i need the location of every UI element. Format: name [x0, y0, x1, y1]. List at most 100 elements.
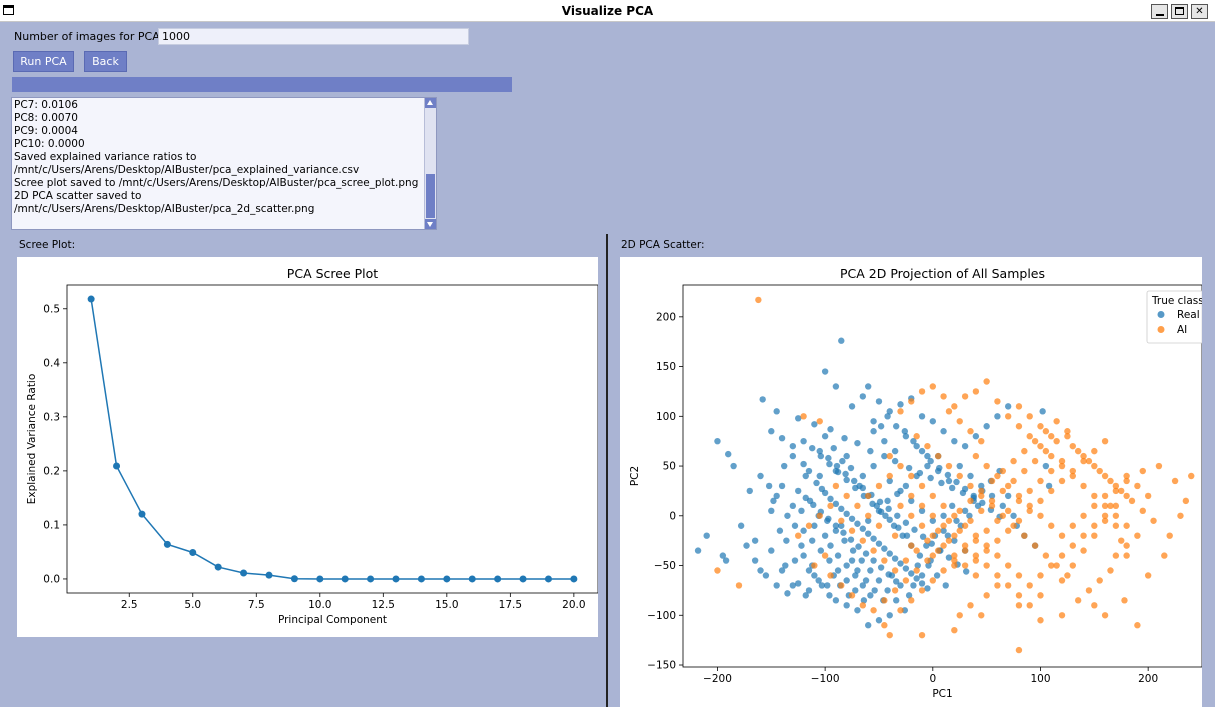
scatter-point-ai: [865, 492, 872, 500]
scatter-point-ai: [929, 552, 937, 559]
scatter-point-real: [770, 497, 777, 505]
scatter-point-real: [867, 592, 874, 599]
scatter-plot-panel: −200 −100 0 100 200 −150 −100 −50 0 50 100 150 200 PC…: [620, 257, 1202, 707]
scatter-point-ai: [891, 587, 899, 594]
scatter-point-ai: [1069, 522, 1076, 529]
scatter-point-real: [789, 452, 797, 460]
run-pca-button[interactable]: Run PCA: [13, 51, 74, 72]
scatter-point-real: [778, 434, 786, 442]
scatter-point-real: [821, 368, 829, 375]
minimize-button[interactable]: [1151, 4, 1168, 19]
scatter-point-ai: [972, 388, 980, 395]
scatter-point-real: [838, 337, 845, 344]
scatter-point-real: [916, 552, 924, 559]
y-tick-label: 0.1: [43, 519, 60, 531]
scatter-point-real: [913, 575, 920, 582]
scatter-point-real: [956, 462, 963, 470]
scatter-point-real: [994, 413, 1001, 420]
y-tick-label: 50: [663, 461, 676, 473]
scatter-point-ai: [951, 626, 958, 634]
scatter-point-ai: [983, 562, 990, 569]
scatter-point-ai: [951, 532, 958, 539]
scatter-point-ai: [1064, 428, 1071, 435]
log-textbox[interactable]: PC7: 0.0106 PC8: 0.0070 PC9: 0.0004 PC10: 0…: [11, 97, 437, 230]
scatter-point-real: [832, 383, 840, 390]
scatter-point-real: [892, 578, 900, 585]
scatter-point-real: [897, 401, 904, 408]
scatter-point-ai: [1080, 457, 1087, 465]
progress-bar: [12, 77, 512, 92]
scatter-point-ai: [1015, 646, 1023, 654]
scatter-point-real: [722, 557, 730, 564]
scatter-point-ai: [1085, 457, 1093, 465]
scatter-point-real: [901, 428, 909, 435]
log-line: Saved explained variance ratios to: [14, 151, 197, 163]
scatter-point-ai: [988, 497, 996, 505]
scatter-point-ai: [1048, 522, 1055, 529]
log-scrollbar[interactable]: [424, 98, 436, 229]
scatter-point-real: [945, 554, 953, 561]
window-icon[interactable]: [3, 5, 14, 15]
scatter-point-ai: [1010, 522, 1017, 529]
scatter-point-real: [978, 482, 985, 490]
scatter-point-ai: [1058, 577, 1066, 584]
scatter-point-real: [824, 582, 831, 589]
scatter-point-ai: [1026, 582, 1033, 589]
scatter-point-real: [910, 437, 917, 445]
scatter-point-real: [809, 444, 816, 452]
scatter-point-ai: [875, 522, 883, 529]
scatter-point-real: [762, 572, 770, 579]
scatter-point-real: [859, 393, 867, 400]
scroll-thumb[interactable]: [426, 174, 435, 218]
scatter-point-ai: [1015, 572, 1023, 579]
scatter-point-ai: [1031, 437, 1039, 445]
scatter-point-ai: [913, 433, 920, 440]
scatter-point-real: [854, 567, 861, 574]
scatter-point-real: [843, 452, 850, 460]
scree-point: [544, 575, 552, 583]
x-tick-label: 10.0: [308, 599, 331, 611]
scroll-up-arrow-icon[interactable]: [425, 98, 436, 108]
close-button[interactable]: ✕: [1191, 4, 1208, 19]
scatter-point-ai: [891, 532, 899, 539]
scatter-point-real: [768, 428, 775, 435]
scatter-point-real: [1004, 403, 1012, 410]
x-tick-label: 17.5: [499, 599, 522, 611]
scatter-point-ai: [967, 428, 974, 435]
num-images-input[interactable]: [158, 28, 469, 45]
close-icon: ✕: [1195, 6, 1204, 17]
scatter-point-ai: [1069, 442, 1076, 450]
scatter-point-ai: [983, 527, 990, 534]
scatter-point-real: [897, 582, 904, 589]
scatter-point-real: [789, 502, 797, 510]
scatter-point-real: [843, 510, 850, 518]
scatter-point-ai: [1037, 592, 1044, 599]
scatter-point-real: [908, 570, 915, 577]
scroll-down-arrow-icon[interactable]: [425, 219, 436, 229]
scatter-point-real: [870, 462, 877, 470]
scatter-point-real: [951, 537, 958, 544]
scatter-point-real: [838, 505, 845, 513]
scatter-point-real: [816, 447, 823, 455]
scatter-point-ai: [1107, 502, 1114, 510]
maximize-button[interactable]: [1171, 4, 1188, 19]
scatter-point-ai: [1096, 577, 1103, 584]
scatter-point-ai: [859, 602, 867, 609]
scatter-point-ai: [1069, 472, 1076, 480]
scatter-point-real: [826, 592, 833, 599]
y-axis-label: Explained Variance Ratio: [26, 374, 38, 505]
scree-point: [113, 462, 121, 470]
scatter-point-real: [961, 507, 969, 515]
back-button[interactable]: Back: [84, 51, 127, 72]
pane-divider[interactable]: [606, 234, 608, 707]
scree-point: [367, 575, 375, 583]
scatter-point-ai: [821, 552, 829, 559]
scatter-point-real: [795, 580, 802, 587]
scree-plot-chart: 2.5 5.0 7.5 10.0 12.5 15.0 17.5 20.0 0.0 0.1 0.2 0.…: [26, 266, 599, 626]
scatter-point-ai: [929, 532, 937, 539]
scatter-point-ai: [961, 547, 969, 554]
scatter-point-real: [940, 512, 947, 519]
scatter-point-ai: [827, 572, 834, 579]
scree-point: [417, 575, 425, 583]
scatter-point-real: [791, 522, 799, 529]
